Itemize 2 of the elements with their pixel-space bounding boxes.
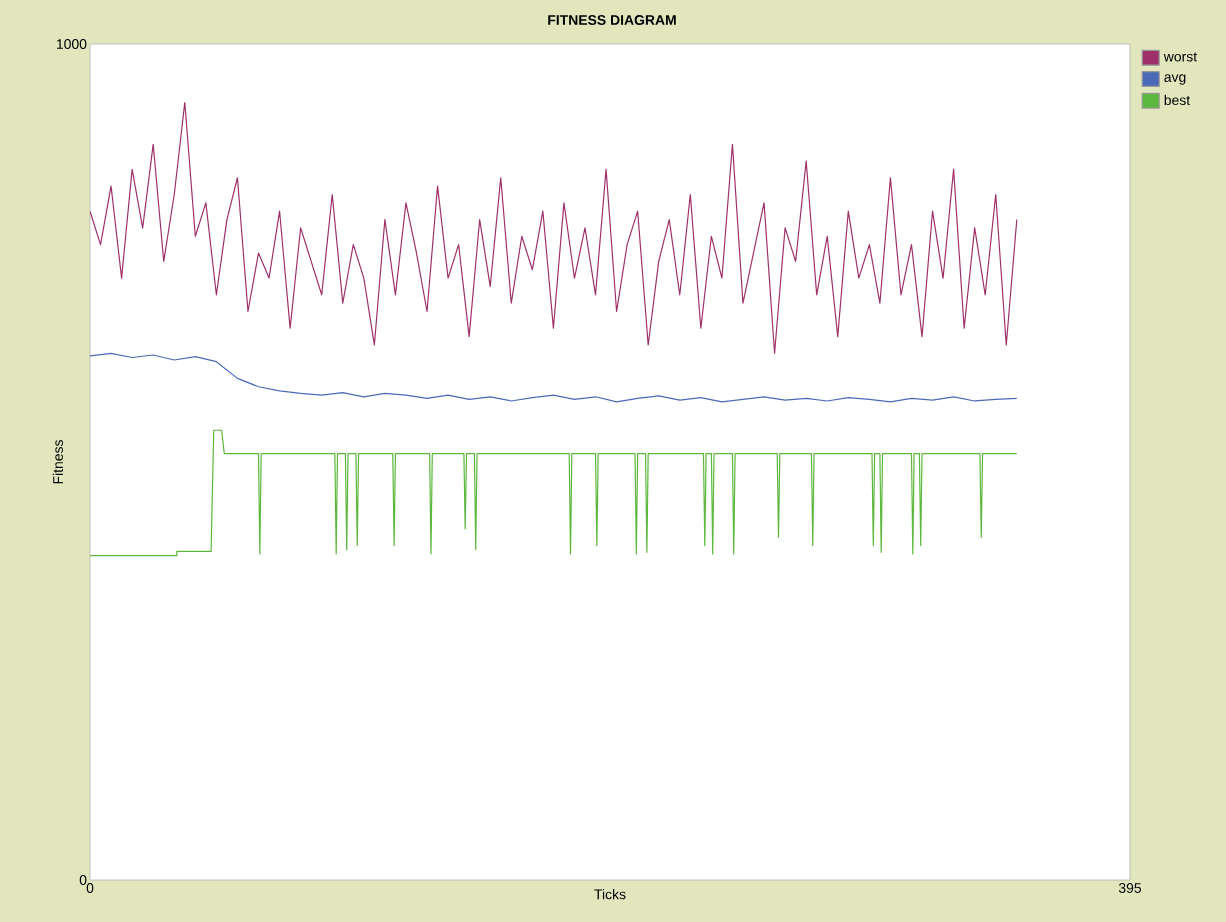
line-series xyxy=(90,429,1018,557)
line-series xyxy=(90,101,1018,354)
